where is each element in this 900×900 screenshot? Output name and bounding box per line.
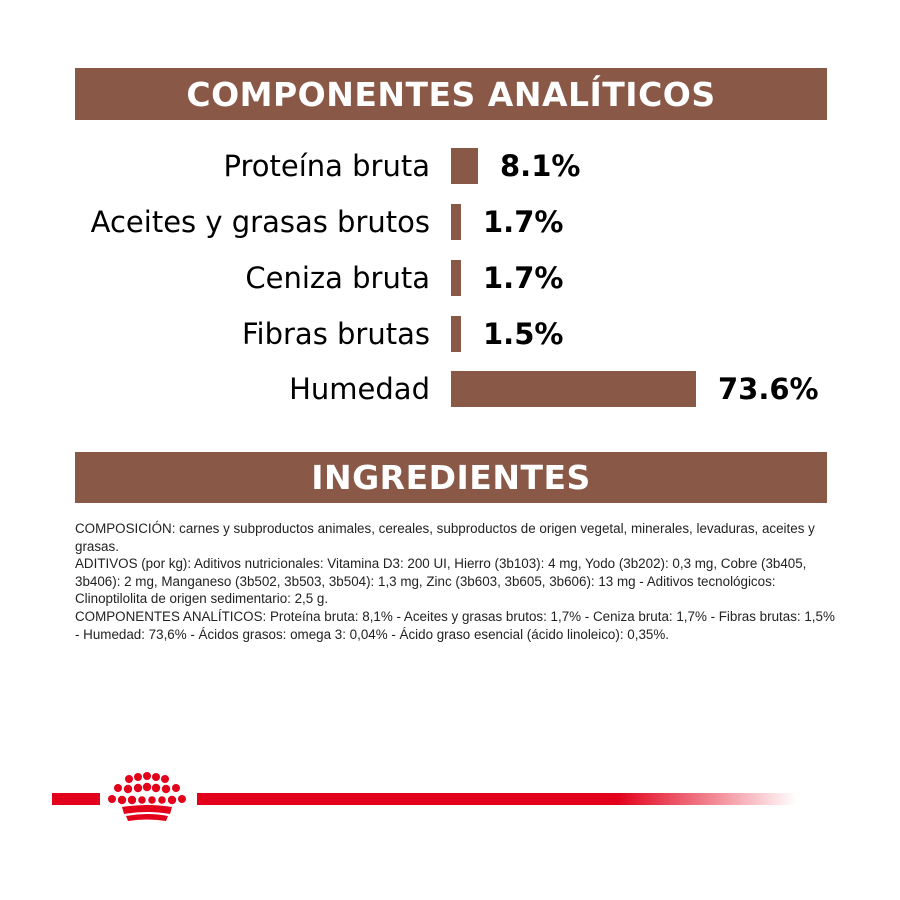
composition-paragraph: COMPOSICIÓN: carnes y subproductos anima…: [75, 521, 815, 554]
bar-value-label: 8.1%: [500, 149, 581, 183]
bar-value-label: 1.5%: [483, 317, 564, 351]
brand-footer-line: [52, 793, 797, 805]
bar-label: Ceniza bruta: [245, 261, 430, 295]
bar-label: Proteína bruta: [223, 149, 431, 183]
analytics-header: COMPONENTES ANALÍTICOS: [75, 68, 827, 120]
bar-label: Humedad: [289, 372, 430, 406]
bar: [451, 371, 696, 407]
bar-value-label: 1.7%: [483, 205, 564, 239]
bar: [451, 148, 478, 184]
bar-label: Fibras brutas: [241, 317, 430, 351]
additives-paragraph: ADITIVOS (por kg): Aditivos nutricionale…: [75, 556, 807, 607]
bar-chart: Proteína bruta 8.1% Aceites y grasas bruto…: [90, 148, 819, 407]
bar: [451, 204, 461, 240]
bar-value-label: 1.7%: [483, 261, 564, 295]
bar-value-label: 73.6%: [718, 372, 819, 406]
bar: [451, 316, 461, 352]
footer-line-left: [52, 793, 100, 805]
bar-label: Aceites y grasas brutos: [90, 205, 430, 239]
ingredients-header: INGREDIENTES: [75, 452, 827, 503]
analytical-paragraph: COMPONENTES ANALÍTICOS: Proteína bruta: …: [75, 608, 835, 642]
ingredients-text: COMPOSICIÓN: carnes y subproductos anima…: [75, 520, 835, 643]
bar: [451, 260, 461, 296]
royal-canin-crown-icon: [108, 772, 186, 821]
footer-line-right: [197, 793, 797, 805]
